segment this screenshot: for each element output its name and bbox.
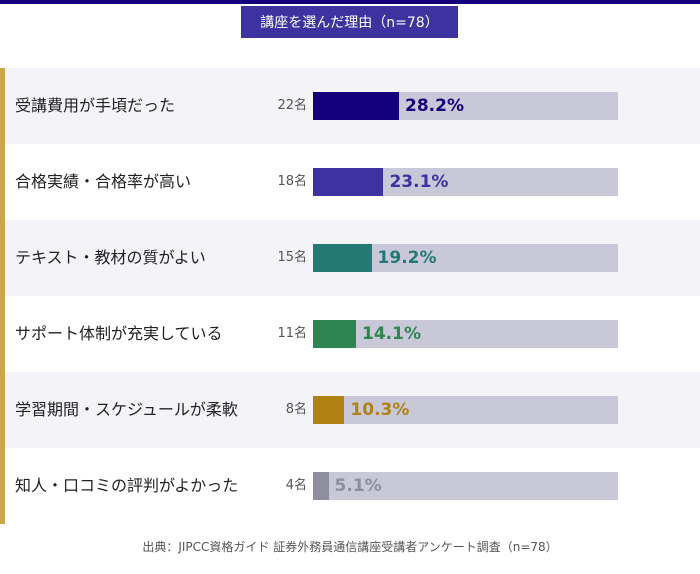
bar-row: 受講費用が手頃だった 22名 28.2% <box>5 68 700 144</box>
bar <box>313 472 329 500</box>
category-label: テキスト・教材の質がよい <box>15 248 206 267</box>
value-label: 28.2% <box>405 96 464 116</box>
bar-track: 19.2% <box>313 244 618 272</box>
bar-row: テキスト・教材の質がよい 15名 19.2% <box>5 220 700 296</box>
count-label: 8名 <box>285 402 307 417</box>
bar-track: 5.1% <box>313 472 618 500</box>
top-accent-bar <box>0 0 700 4</box>
value-label: 10.3% <box>350 400 410 420</box>
bar <box>313 92 399 120</box>
bar <box>313 396 345 424</box>
value-label: 5.1% <box>334 476 382 496</box>
bar-track: 10.3% <box>313 396 618 424</box>
chart-title: 講座を選んだ理由（n=78） <box>241 6 458 38</box>
value-label: 19.2% <box>377 248 437 268</box>
bar <box>313 244 372 272</box>
bar-row: サポート体制が充実している 11名 14.1% <box>5 296 700 372</box>
value-label: 23.1% <box>389 172 449 192</box>
left-accent-bar <box>0 68 5 524</box>
bar-track: 28.2% <box>313 92 618 120</box>
source-note: 出典：JIPCC資格ガイド 証券外務員通信講座受講者アンケート調査（n=78） <box>142 540 558 554</box>
category-label: サポート体制が充実している <box>15 324 223 343</box>
count-label: 4名 <box>285 478 307 493</box>
category-label: 受講費用が手頃だった <box>15 96 176 115</box>
bar <box>313 168 384 196</box>
count-label: 18名 <box>277 174 307 189</box>
bar-row: 学習期間・スケジュールが柔軟 8名 10.3% <box>5 372 700 448</box>
bar-row: 知人・口コミの評判がよかった 4名 5.1% <box>5 448 700 524</box>
category-label: 学習期間・スケジュールが柔軟 <box>15 400 238 419</box>
category-label: 知人・口コミの評判がよかった <box>15 476 239 495</box>
bar <box>313 320 356 348</box>
count-label: 15名 <box>277 250 307 265</box>
bar-track: 14.1% <box>313 320 618 348</box>
bar-row: 合格実績・合格率が高い 18名 23.1% <box>5 144 700 220</box>
category-label: 合格実績・合格率が高い <box>15 172 192 191</box>
count-label: 22名 <box>277 98 307 113</box>
bar-track: 23.1% <box>313 168 618 196</box>
count-label: 11名 <box>277 326 307 341</box>
value-label: 14.1% <box>362 324 421 344</box>
